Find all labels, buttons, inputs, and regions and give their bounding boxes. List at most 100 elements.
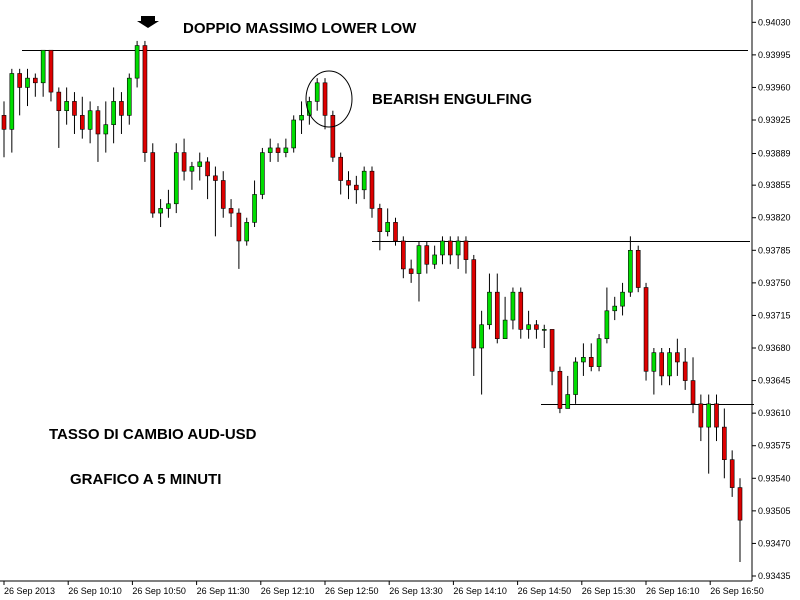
candle (142, 40, 148, 162)
y-tick-label: 0.93855 (758, 180, 791, 190)
candle (526, 310, 531, 339)
candle (87, 101, 93, 144)
y-tick-label: 0.93680 (758, 343, 791, 353)
candle-body-up (126, 77, 132, 116)
candle (541, 324, 547, 349)
candle (158, 199, 163, 228)
candle-body-down (471, 259, 477, 349)
candle (620, 282, 625, 316)
y-tick-label: 0.93889 (758, 149, 791, 159)
engulfing-label: BEARISH ENGULFING (372, 91, 532, 108)
candle (173, 143, 179, 214)
candle-body-down (369, 170, 375, 209)
y-tick-label: 0.93820 (758, 213, 791, 223)
candle (447, 236, 453, 265)
candle (698, 394, 704, 442)
candle (244, 217, 250, 246)
candle (416, 240, 422, 302)
candle-body-down (518, 291, 524, 330)
candle-body-down (729, 459, 735, 488)
candle (1, 101, 7, 158)
candle (401, 236, 406, 279)
candle-body-up (526, 324, 531, 330)
x-tick-label: 26 Sep 12:50 (325, 586, 379, 596)
candle-body-down (377, 208, 383, 232)
candle (573, 357, 578, 404)
candle-body-down (79, 115, 85, 130)
candle (588, 343, 594, 372)
x-tick-label: 26 Sep 14:10 (453, 586, 507, 596)
candle (635, 245, 641, 293)
candle (518, 287, 524, 339)
candle (111, 87, 116, 144)
candles (1, 40, 743, 563)
candle-body-up (612, 305, 618, 312)
x-tick-label: 26 Sep 12:10 (261, 586, 315, 596)
engulfing-circle (305, 70, 353, 128)
candle-body-up (628, 249, 633, 293)
candle (220, 171, 226, 218)
y-tick-label: 0.93505 (758, 506, 791, 516)
candle-body-down (690, 380, 696, 405)
candle-body-down (643, 287, 649, 372)
timeframe-label: GRAFICO A 5 MINUTI (70, 471, 221, 488)
candle (126, 73, 132, 125)
x-tick-label: 26 Sep 15:30 (582, 586, 636, 596)
candle (628, 236, 633, 297)
y-tick-label: 0.93540 (758, 473, 791, 483)
candle (338, 152, 343, 195)
candle-body-up (455, 240, 461, 256)
candle (213, 166, 218, 237)
candle (150, 143, 156, 218)
candle-body-down (228, 208, 234, 214)
candle (9, 68, 15, 153)
candle (479, 310, 484, 395)
y-tick-label: 0.94030 (758, 17, 791, 27)
candle-body-down (150, 152, 156, 214)
candle-body-up (581, 357, 586, 363)
candle-body-up (620, 291, 625, 307)
candle-body-down (682, 361, 688, 381)
candle-body-down (424, 245, 430, 265)
candle (260, 147, 265, 200)
candle-body-up (565, 394, 571, 409)
candle-body-down (635, 249, 641, 288)
candle (604, 287, 610, 344)
down-arrow-icon (137, 16, 159, 28)
y-tick-label: 0.93715 (758, 310, 791, 320)
candle (393, 217, 398, 246)
candle (682, 348, 688, 390)
candle-body-down (447, 240, 453, 256)
candle (596, 334, 602, 372)
candle-body-down (698, 403, 704, 428)
candle-body-up (267, 147, 273, 153)
x-axis: 26 Sep 2013 26 Sep 10:10 26 Sep 10:50 26 Se… (3, 581, 764, 596)
candle-body-down (56, 91, 62, 112)
candle (56, 87, 62, 148)
candle (471, 254, 477, 376)
candle (643, 282, 649, 381)
candle (189, 161, 195, 190)
candle-body-up (706, 403, 711, 428)
candle (103, 101, 109, 153)
double-top-label: DOPPIO MASSIMO LOWER LOW (183, 20, 417, 37)
x-tick-label: 26 Sep 10:50 (132, 586, 186, 596)
candle-body-down (33, 77, 38, 84)
candle (252, 180, 257, 228)
candle-body-up (604, 310, 610, 340)
candle-body-down (181, 152, 187, 172)
candle-body-down (330, 115, 336, 158)
candle-body-down (236, 212, 242, 242)
candle-body-up (252, 194, 257, 223)
candle-body-down (354, 184, 359, 191)
candle (79, 96, 85, 139)
candle-body-up (314, 82, 320, 102)
candle-body-up (487, 291, 492, 326)
candle-body-down (205, 161, 210, 177)
candle (275, 143, 281, 162)
candle (502, 296, 508, 340)
candle (565, 375, 571, 409)
candle-body-up (134, 45, 140, 79)
candle-body-down (346, 180, 351, 186)
candle (228, 199, 234, 228)
